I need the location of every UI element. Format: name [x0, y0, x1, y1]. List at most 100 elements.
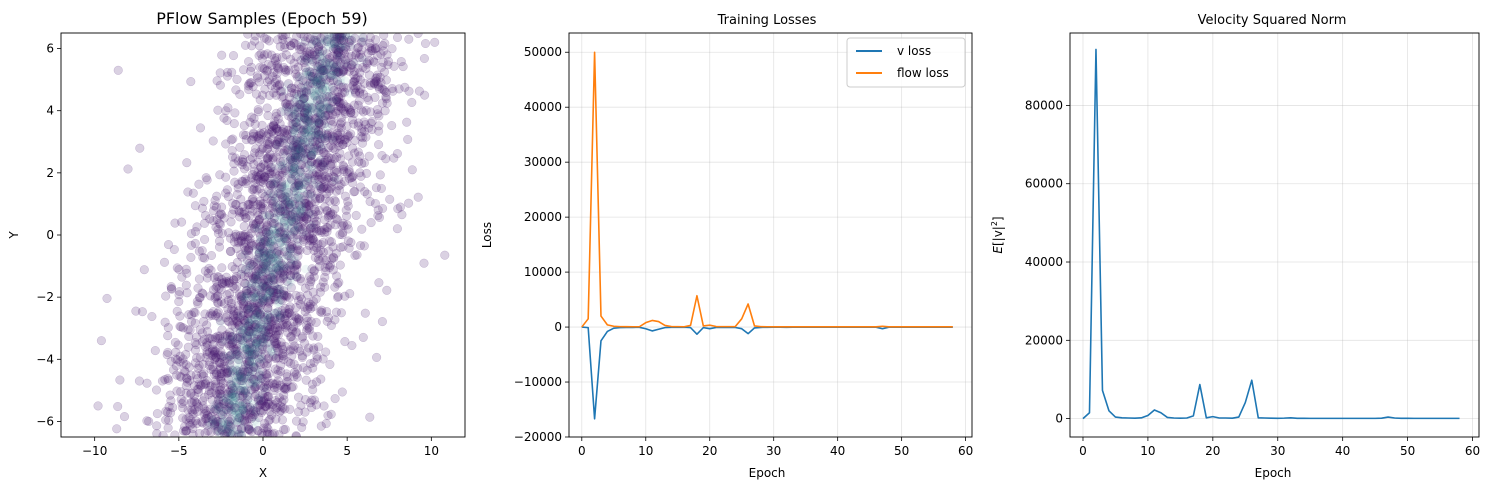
scatter-point	[256, 49, 266, 59]
scatter-point	[299, 236, 309, 246]
scatter-point	[232, 333, 243, 343]
velocity-panel: Velocity Squared Norm 0 10 20 30 40 50 60 0 200…	[990, 13, 1480, 480]
scatter-point	[139, 265, 149, 275]
scatter-point	[222, 427, 232, 437]
scatter-point	[277, 415, 287, 425]
velocity-x-label: Epoch	[1255, 466, 1292, 480]
scatter-point	[163, 331, 173, 341]
scatter-point	[336, 113, 346, 123]
scatter-point-dense	[304, 190, 314, 199]
velocity-title: Velocity Squared Norm	[1198, 13, 1347, 28]
scatter-point	[296, 160, 306, 170]
x-tick-label: 10	[638, 444, 653, 458]
scatter-point	[214, 236, 225, 246]
scatter-point	[164, 415, 174, 425]
scatter-point	[332, 215, 342, 225]
scatter-point	[197, 337, 207, 347]
scatter-point	[263, 321, 273, 331]
scatter-point	[260, 84, 270, 94]
scatter-point	[286, 253, 296, 263]
scatter-point	[315, 156, 325, 166]
scatter-point	[266, 163, 276, 173]
scatter-point	[264, 416, 274, 426]
scatter-point	[231, 274, 242, 284]
scatter-point	[170, 430, 180, 437]
scatter-point-dense	[320, 84, 330, 93]
scatter-point	[228, 51, 239, 61]
scatter-point-dense	[239, 323, 249, 333]
scatter-point	[240, 242, 250, 253]
scatter-point	[283, 79, 294, 89]
scatter-point	[227, 145, 237, 156]
scatter-point	[407, 165, 417, 175]
scatter-point	[244, 371, 255, 381]
scatter-point	[331, 307, 341, 317]
scatter-point	[243, 308, 253, 318]
scatter-point	[262, 331, 272, 341]
scatter-point	[244, 424, 254, 434]
scatter-point	[209, 206, 219, 216]
scatter-point	[291, 171, 301, 181]
scatter-point	[297, 147, 307, 157]
scatter-point-dense	[228, 369, 237, 378]
scatter-point	[275, 322, 285, 332]
scatter-point	[329, 33, 339, 42]
scatter-point	[213, 307, 223, 317]
scatter-point	[198, 396, 208, 406]
scatter-point	[264, 90, 275, 100]
line-v-loss	[581, 326, 953, 420]
scatter-point	[218, 279, 228, 289]
scatter-point	[242, 416, 252, 426]
scatter-point	[198, 289, 208, 299]
scatter-point-dense	[278, 236, 288, 245]
scatter-point	[262, 194, 272, 204]
x-tick-label: 5	[343, 444, 351, 458]
scatter-point	[295, 44, 305, 54]
scatter-point	[195, 123, 206, 133]
scatter-point-dense	[262, 317, 271, 327]
scatter-point	[253, 172, 263, 182]
scatter-point-dense	[247, 357, 257, 367]
scatter-point-dense	[299, 105, 308, 115]
scatter-point-dense	[328, 134, 337, 143]
scatter-point	[259, 358, 269, 368]
scatter-point	[152, 429, 162, 437]
scatter-point	[227, 365, 237, 375]
scatter-point	[284, 36, 294, 46]
scatter-point	[279, 222, 290, 233]
scatter-point	[274, 326, 285, 336]
scatter-point-dense	[259, 291, 268, 300]
scatter-point	[267, 287, 278, 297]
scatter-point	[371, 73, 381, 83]
scatter-point	[184, 310, 194, 320]
scatter-point	[221, 106, 231, 116]
scatter-point	[392, 149, 402, 159]
scatter-point	[181, 381, 191, 391]
scatter-point	[328, 44, 338, 54]
scatter-point	[256, 203, 266, 213]
scatter-point	[317, 307, 327, 318]
scatter-point-dense	[240, 250, 249, 259]
scatter-point	[377, 317, 387, 327]
scatter-point	[263, 391, 273, 402]
scatter-point	[404, 198, 414, 208]
scatter-point	[216, 424, 227, 434]
scatter-point	[253, 425, 263, 435]
scatter-point	[243, 288, 253, 299]
scatter-point	[257, 243, 267, 254]
scatter-point-dense	[252, 407, 261, 417]
scatter-point	[244, 250, 254, 260]
scatter-point	[193, 299, 203, 309]
scatter-point	[174, 290, 184, 300]
scatter-point	[251, 292, 261, 302]
scatter-point	[335, 33, 345, 41]
scatter-point	[219, 406, 229, 417]
scatter-point	[340, 58, 351, 68]
scatter-point	[238, 157, 248, 167]
scatter-point	[325, 262, 335, 272]
scatter-point	[213, 426, 223, 436]
scatter-point	[176, 322, 186, 332]
scatter-point	[293, 245, 303, 255]
scatter-point	[305, 46, 315, 56]
scatter-point	[265, 244, 275, 254]
